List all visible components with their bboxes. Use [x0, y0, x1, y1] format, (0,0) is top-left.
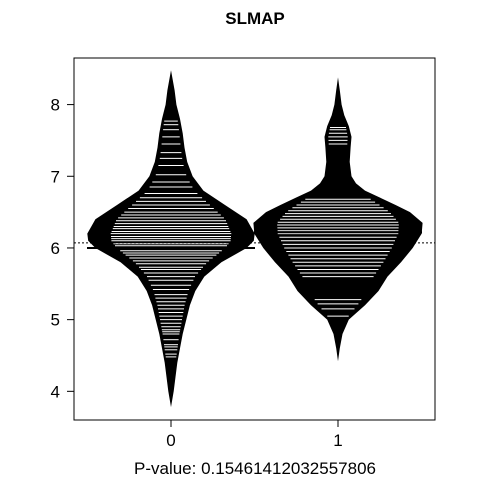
plot-frame: [73, 57, 436, 421]
bean-0: [87, 70, 255, 408]
x-tick-label: 0: [166, 431, 175, 450]
y-tick-label: 4: [51, 382, 60, 401]
x-tick-label: 1: [333, 431, 342, 450]
bean-1: [253, 77, 423, 362]
x-axis-label: P-value: 0.15461412032557806: [134, 459, 376, 478]
y-tick-label: 5: [51, 311, 60, 330]
y-tick-label: 8: [51, 96, 60, 115]
beans-layer: [87, 70, 423, 408]
y-tick-label: 7: [51, 167, 60, 186]
y-axis: 4 5 6 7 8: [51, 96, 74, 401]
chart-title: SLMAP: [225, 9, 285, 28]
y-tick-label: 6: [51, 239, 60, 258]
